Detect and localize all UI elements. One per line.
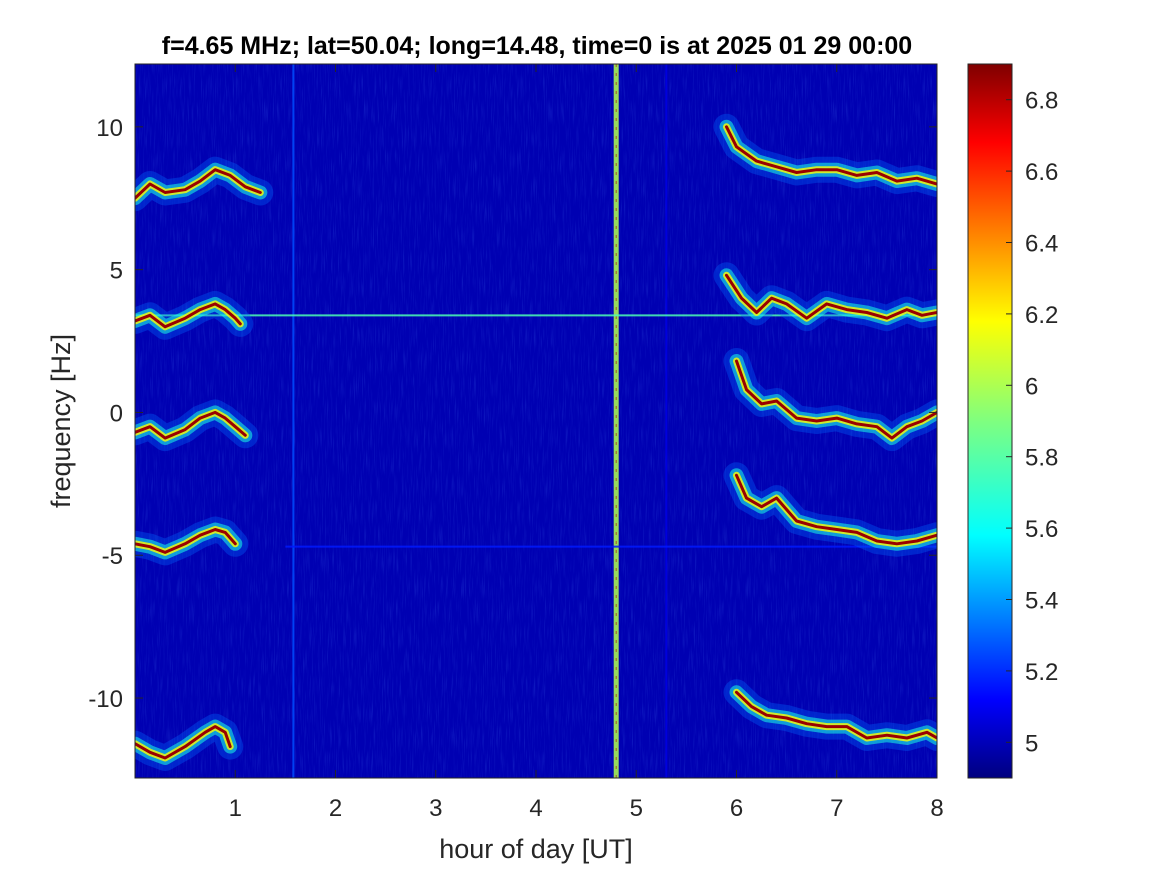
trace-peak-line <box>135 410 247 440</box>
colorbar-tick-label: 6.8 <box>1025 88 1058 115</box>
colorbar-ticks: 5 5.2 5.4 5.6 5.8 6 6.2 6.4 6.6 6.8 <box>1006 88 1058 757</box>
colorbar-tick-label: 5.8 <box>1025 445 1058 472</box>
trace-peak-line <box>135 302 242 329</box>
trace-peak-line <box>725 125 937 186</box>
x-tick-label: 1 <box>229 795 242 822</box>
trace-peak-line <box>735 473 937 546</box>
trace-peak-line <box>135 725 232 760</box>
x-tick-label: 5 <box>630 795 643 822</box>
x-tick-label: 8 <box>930 795 943 822</box>
y-tick-label: 0 <box>110 400 123 427</box>
colorbar-tick-label: 5.2 <box>1025 659 1058 686</box>
trace-peak-line <box>135 168 262 200</box>
x-tick-label: 6 <box>730 795 743 822</box>
y-tick-label: 5 <box>110 258 123 285</box>
colorbar-tick-label: 6.6 <box>1025 159 1058 186</box>
colorbar-tick-label: 5.6 <box>1025 516 1058 543</box>
trace-peak-line <box>135 528 237 554</box>
interference-lines <box>135 64 937 778</box>
colorbar-tick-label: 6.4 <box>1025 231 1058 258</box>
y-axis-label: frequency [Hz] <box>46 334 76 508</box>
y-tick-label: 10 <box>96 115 123 142</box>
y-tick-label: -10 <box>88 686 123 713</box>
x-tick-label: 2 <box>329 795 342 822</box>
x-tick-label: 4 <box>529 795 542 822</box>
trace-peak-line <box>735 690 937 740</box>
spectral-traces <box>135 113 937 771</box>
plot-area <box>135 64 937 778</box>
colorbar-gradient <box>967 63 1013 779</box>
x-axis-ticks: 1 2 3 4 5 6 7 8 <box>229 64 944 822</box>
chart-title: f=4.65 MHz; lat=50.04; long=14.48, time=… <box>162 32 912 60</box>
trace-peak-line <box>735 359 937 440</box>
colorbar-tick-label: 6.2 <box>1025 302 1058 329</box>
colorbar-tick-label: 6 <box>1025 373 1038 400</box>
colorbar-tick-label: 5 <box>1025 730 1038 757</box>
x-tick-label: 3 <box>429 795 442 822</box>
colorbar: 5 5.2 5.4 5.6 5.8 6 6.2 6.4 6.6 6.8 <box>967 63 1058 779</box>
x-tick-label: 7 <box>830 795 843 822</box>
trace-peak-line <box>725 273 937 320</box>
colorbar-tick-label: 5.4 <box>1025 588 1058 615</box>
y-axis-ticks: -10 -5 0 5 10 <box>88 115 937 713</box>
y-tick-label: -5 <box>102 543 123 570</box>
x-axis-label: hour of day [UT] <box>439 834 633 864</box>
